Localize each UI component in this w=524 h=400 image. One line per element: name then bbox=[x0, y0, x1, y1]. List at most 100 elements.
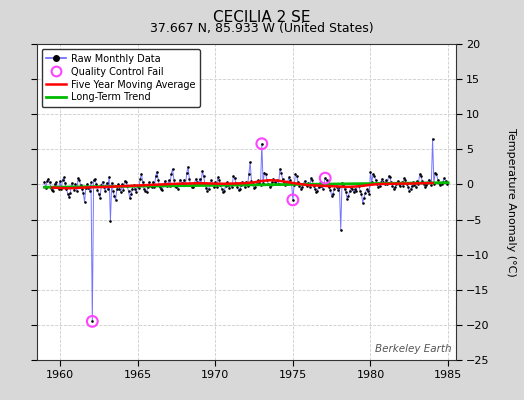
Point bbox=[321, 175, 330, 181]
Point bbox=[250, 185, 258, 191]
Point bbox=[146, 183, 155, 189]
Point bbox=[168, 166, 177, 172]
Point bbox=[373, 180, 381, 187]
Point bbox=[395, 180, 403, 187]
Point bbox=[275, 180, 283, 187]
Point bbox=[356, 188, 364, 194]
Point bbox=[118, 181, 126, 188]
Point bbox=[273, 177, 281, 184]
Point bbox=[51, 180, 59, 187]
Point bbox=[265, 183, 274, 190]
Point bbox=[203, 188, 212, 194]
Point bbox=[122, 178, 130, 185]
Point bbox=[344, 192, 353, 199]
Point bbox=[78, 186, 86, 192]
Point bbox=[286, 177, 294, 184]
Point bbox=[377, 179, 385, 186]
Point bbox=[88, 318, 96, 324]
Point bbox=[410, 182, 419, 188]
Point bbox=[367, 179, 376, 186]
Point bbox=[404, 184, 412, 190]
Point bbox=[261, 171, 270, 177]
Point bbox=[123, 183, 132, 189]
Point bbox=[295, 183, 303, 189]
Point bbox=[298, 184, 306, 190]
Point bbox=[184, 164, 192, 170]
Point bbox=[87, 179, 95, 186]
Point bbox=[220, 188, 228, 194]
Point bbox=[110, 192, 118, 199]
Point bbox=[270, 178, 279, 185]
Point bbox=[171, 183, 179, 189]
Point bbox=[304, 180, 313, 186]
Point bbox=[69, 183, 77, 190]
Point bbox=[97, 182, 105, 188]
Point bbox=[419, 181, 428, 188]
Point bbox=[292, 173, 301, 179]
Point bbox=[343, 196, 352, 202]
Point bbox=[321, 175, 330, 181]
Point bbox=[129, 182, 138, 188]
Point bbox=[225, 185, 234, 191]
Point bbox=[308, 177, 316, 184]
Point bbox=[324, 179, 332, 186]
Point bbox=[140, 186, 148, 192]
Point bbox=[119, 187, 127, 193]
Point bbox=[173, 186, 182, 192]
Point bbox=[231, 175, 239, 181]
Point bbox=[334, 187, 342, 193]
Point bbox=[156, 183, 164, 190]
Point bbox=[399, 183, 407, 189]
Point bbox=[328, 192, 336, 199]
Point bbox=[149, 178, 157, 185]
Point bbox=[107, 180, 116, 186]
Point bbox=[47, 185, 55, 191]
Point bbox=[150, 184, 159, 190]
Point bbox=[198, 168, 206, 174]
Point bbox=[215, 176, 223, 183]
Point bbox=[190, 180, 199, 186]
Point bbox=[319, 186, 327, 192]
Point bbox=[138, 179, 147, 186]
Point bbox=[386, 174, 394, 181]
Point bbox=[438, 180, 446, 187]
Point bbox=[166, 183, 174, 189]
Point bbox=[347, 183, 355, 190]
Point bbox=[99, 178, 107, 185]
Point bbox=[80, 199, 89, 205]
Point bbox=[427, 182, 435, 188]
Point bbox=[114, 181, 123, 188]
Point bbox=[360, 194, 368, 201]
Point bbox=[388, 183, 397, 189]
Point bbox=[421, 183, 429, 190]
Point bbox=[305, 183, 314, 190]
Point bbox=[212, 183, 221, 190]
Point bbox=[380, 181, 389, 188]
Point bbox=[379, 178, 388, 185]
Point bbox=[435, 180, 443, 186]
Point bbox=[197, 181, 205, 188]
Point bbox=[165, 177, 173, 184]
Point bbox=[206, 181, 214, 188]
Point bbox=[245, 171, 253, 177]
Point bbox=[285, 174, 293, 181]
Point bbox=[88, 318, 96, 324]
Point bbox=[85, 188, 94, 194]
Point bbox=[157, 186, 165, 192]
Point bbox=[238, 178, 247, 185]
Point bbox=[60, 174, 68, 181]
Point bbox=[49, 188, 58, 194]
Point bbox=[61, 180, 69, 186]
Point bbox=[423, 180, 432, 186]
Point bbox=[254, 177, 262, 184]
Point bbox=[104, 186, 112, 192]
Point bbox=[195, 176, 204, 182]
Point bbox=[326, 187, 335, 193]
Point bbox=[100, 184, 108, 190]
Point bbox=[93, 187, 102, 193]
Point bbox=[154, 177, 162, 184]
Point bbox=[248, 181, 257, 188]
Point bbox=[264, 180, 272, 187]
Point bbox=[294, 179, 302, 186]
Point bbox=[135, 185, 143, 191]
